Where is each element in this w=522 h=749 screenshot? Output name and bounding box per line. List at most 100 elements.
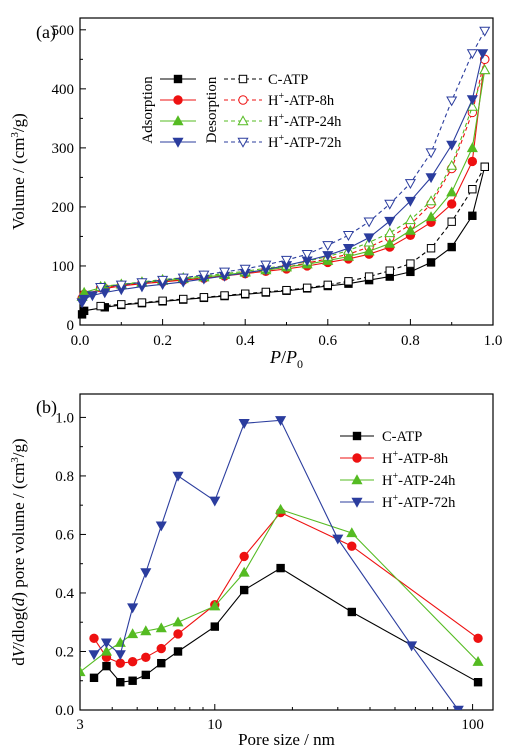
y-tick-label-a: 200	[52, 200, 75, 216]
legend-label-sup: +	[278, 133, 284, 144]
data-point	[220, 291, 229, 300]
legend-marker	[351, 474, 363, 485]
data-point	[158, 296, 167, 305]
data-point	[384, 237, 396, 248]
data-point	[342, 244, 355, 254]
legend-label-base: H	[268, 93, 279, 109]
axes-a: 0.0 0.2 0.4 0.6 0.8 1.0 0 100 200 300 400 500	[52, 23, 503, 349]
series	[89, 507, 483, 668]
data-point	[301, 249, 313, 260]
legend-marker	[237, 115, 249, 126]
data-point	[425, 173, 437, 184]
series-line	[80, 508, 479, 673]
data-point	[179, 294, 188, 304]
legend-a: Adsorption Desorption C-ATPH+-ATP-8hH+-ATP…	[140, 72, 342, 151]
data-point	[114, 650, 126, 661]
data-point	[406, 259, 415, 268]
legend-label: H+-ATP-72h	[268, 133, 342, 151]
legend-label: C-ATP	[382, 429, 422, 445]
legend-entry: C-ATP	[160, 72, 308, 88]
x-tick-label-b: 10	[207, 717, 222, 733]
data-point	[177, 273, 189, 284]
y-axis-label-b: dV/dlog(d) pore volume / (cm3/g)	[9, 438, 28, 665]
series-line	[93, 511, 479, 664]
data-point	[363, 217, 375, 228]
legend-label-rest: -ATP-8h	[398, 451, 449, 467]
series-line	[81, 69, 486, 297]
legend-group-adsorption: Adsorption	[140, 76, 156, 144]
legend-entry: H+-ATP-72h	[160, 133, 342, 151]
data-point	[199, 293, 209, 302]
data-point	[239, 551, 249, 562]
series-desorption	[95, 26, 491, 293]
legend-label-rest: -ATP-72h	[398, 495, 456, 511]
data-point	[117, 300, 126, 309]
data-point	[173, 629, 183, 639]
data-point	[136, 278, 148, 289]
data-point	[385, 266, 394, 275]
data-point	[473, 633, 483, 644]
legend-marker	[238, 74, 248, 84]
data-point	[127, 657, 138, 667]
y-label-part: d	[9, 657, 28, 666]
y-tick-label-a: 300	[52, 141, 75, 157]
y-label-part: /g)	[9, 438, 28, 457]
data-point	[275, 503, 287, 514]
legend-entry: H+-ATP-72h	[340, 493, 456, 511]
data-point	[100, 638, 113, 649]
y-label-part: V	[9, 644, 28, 657]
legend-label-sup: +	[392, 493, 398, 504]
x-tick-label-b: 100	[461, 717, 484, 733]
legend-label-sup: +	[278, 91, 284, 102]
series-line	[93, 567, 479, 683]
legend-label: C-ATP	[268, 72, 308, 88]
data-point	[364, 272, 374, 281]
data-point	[346, 527, 358, 538]
data-point	[446, 159, 458, 170]
data-point	[446, 96, 458, 107]
data-point	[209, 600, 221, 611]
data-point	[155, 622, 167, 633]
x-tick-label-a: 0.6	[318, 333, 337, 349]
data-point	[426, 244, 436, 253]
data-point	[452, 705, 464, 710]
data-point	[128, 676, 137, 685]
data-point	[384, 227, 396, 238]
data-point	[89, 633, 99, 644]
y-tick-label-b: 0.0	[55, 703, 74, 719]
data-point	[137, 298, 147, 307]
data-point	[425, 211, 437, 222]
series	[88, 416, 464, 710]
data-point	[425, 195, 437, 206]
data-point	[477, 49, 489, 60]
y-tick-label-b: 0.4	[55, 586, 74, 602]
data-point	[157, 275, 169, 286]
legend-label-base: H	[382, 473, 393, 489]
data-point	[157, 658, 166, 668]
y-label-part: /dlog(	[9, 606, 28, 647]
data-point	[446, 186, 458, 197]
data-point	[322, 241, 334, 252]
y-tick-label-a: 0	[67, 318, 75, 334]
legend-label-sup: +	[392, 471, 398, 482]
data-point	[239, 264, 251, 275]
series-line	[81, 166, 486, 315]
data-point	[172, 471, 184, 482]
legend-label-base: C-ATP	[382, 429, 422, 445]
data-point	[89, 673, 99, 683]
data-point	[342, 231, 355, 241]
data-point	[468, 185, 477, 194]
y-tick-label-b: 0.8	[55, 469, 74, 485]
x-tick-label-a: 0.4	[236, 333, 255, 349]
legend-label-rest: -ATP-24h	[284, 114, 342, 130]
data-point	[466, 49, 478, 60]
data-point	[95, 283, 107, 293]
data-point	[347, 541, 357, 551]
legend-marker	[173, 74, 183, 84]
x-label-part: /	[281, 347, 286, 367]
data-point	[466, 142, 478, 153]
legend-marker	[173, 95, 183, 105]
legend-label: H+-ATP-8h	[268, 91, 335, 109]
data-point	[347, 607, 357, 617]
